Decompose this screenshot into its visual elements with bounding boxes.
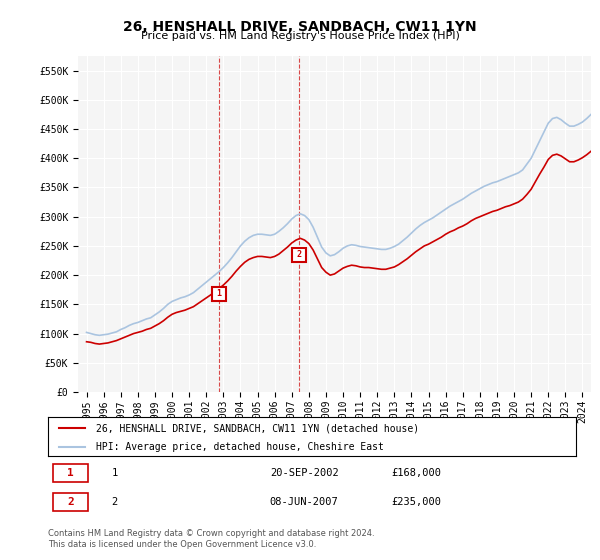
FancyBboxPatch shape [53, 464, 88, 482]
Text: HPI: Average price, detached house, Cheshire East: HPI: Average price, detached house, Ches… [95, 442, 383, 451]
Text: £168,000: £168,000 [391, 468, 441, 478]
Text: Contains HM Land Registry data © Crown copyright and database right 2024.
This d: Contains HM Land Registry data © Crown c… [48, 529, 374, 549]
Text: 08-JUN-2007: 08-JUN-2007 [270, 497, 338, 507]
Text: 26, HENSHALL DRIVE, SANDBACH, CW11 1YN (detached house): 26, HENSHALL DRIVE, SANDBACH, CW11 1YN (… [95, 423, 419, 433]
Text: 20-SEP-2002: 20-SEP-2002 [270, 468, 338, 478]
Text: £235,000: £235,000 [391, 497, 441, 507]
Text: 2: 2 [112, 497, 118, 507]
Text: 2: 2 [67, 497, 74, 507]
Text: Price paid vs. HM Land Registry's House Price Index (HPI): Price paid vs. HM Land Registry's House … [140, 31, 460, 41]
Text: 1: 1 [112, 468, 118, 478]
Text: 1: 1 [216, 290, 221, 298]
Text: 26, HENSHALL DRIVE, SANDBACH, CW11 1YN: 26, HENSHALL DRIVE, SANDBACH, CW11 1YN [123, 20, 477, 34]
Text: 1: 1 [67, 468, 74, 478]
Text: 2: 2 [297, 250, 302, 259]
FancyBboxPatch shape [53, 493, 88, 511]
